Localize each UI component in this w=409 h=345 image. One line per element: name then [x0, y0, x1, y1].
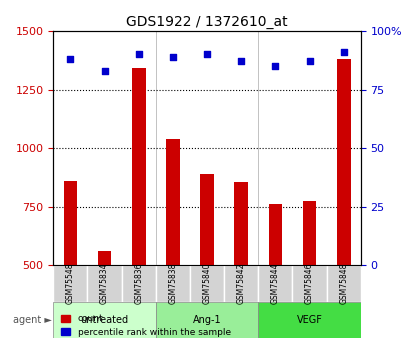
Bar — [268, 204, 281, 345]
Legend: count, percentile rank within the sample: count, percentile rank within the sample — [58, 311, 234, 341]
Text: untreated: untreated — [80, 315, 128, 325]
Bar — [234, 182, 247, 345]
Bar — [63, 181, 77, 345]
FancyBboxPatch shape — [155, 302, 258, 338]
Text: GSM75840: GSM75840 — [202, 263, 211, 304]
FancyBboxPatch shape — [189, 265, 224, 302]
Text: GSM75838: GSM75838 — [168, 263, 177, 304]
Text: GSM75844: GSM75844 — [270, 263, 279, 304]
FancyBboxPatch shape — [326, 265, 360, 302]
Bar — [200, 174, 213, 345]
FancyBboxPatch shape — [53, 302, 155, 338]
Text: Ang-1: Ang-1 — [192, 315, 221, 325]
Bar — [302, 201, 316, 345]
FancyBboxPatch shape — [292, 265, 326, 302]
Text: GSM75842: GSM75842 — [236, 263, 245, 304]
Title: GDS1922 / 1372610_at: GDS1922 / 1372610_at — [126, 14, 287, 29]
Text: GSM75836: GSM75836 — [134, 263, 143, 304]
Bar — [336, 59, 350, 345]
Point — [135, 52, 142, 57]
FancyBboxPatch shape — [121, 265, 155, 302]
Text: agent ►: agent ► — [13, 315, 52, 325]
FancyBboxPatch shape — [258, 265, 292, 302]
Point — [169, 54, 176, 60]
Text: VEGF: VEGF — [296, 315, 322, 325]
Point — [237, 59, 244, 64]
Point — [306, 59, 312, 64]
FancyBboxPatch shape — [87, 265, 121, 302]
FancyBboxPatch shape — [155, 265, 189, 302]
Text: GSM75848: GSM75848 — [338, 263, 347, 304]
Point — [203, 52, 210, 57]
FancyBboxPatch shape — [258, 302, 360, 338]
Bar — [97, 251, 111, 345]
FancyBboxPatch shape — [224, 265, 258, 302]
Point — [339, 49, 346, 55]
Bar — [166, 139, 179, 345]
Point — [67, 56, 74, 62]
Point — [101, 68, 108, 73]
FancyBboxPatch shape — [53, 265, 87, 302]
Point — [272, 63, 278, 69]
Bar — [132, 68, 145, 345]
Text: GSM75834: GSM75834 — [100, 263, 109, 304]
Text: GSM75548: GSM75548 — [66, 263, 75, 304]
Text: GSM75846: GSM75846 — [304, 263, 313, 304]
